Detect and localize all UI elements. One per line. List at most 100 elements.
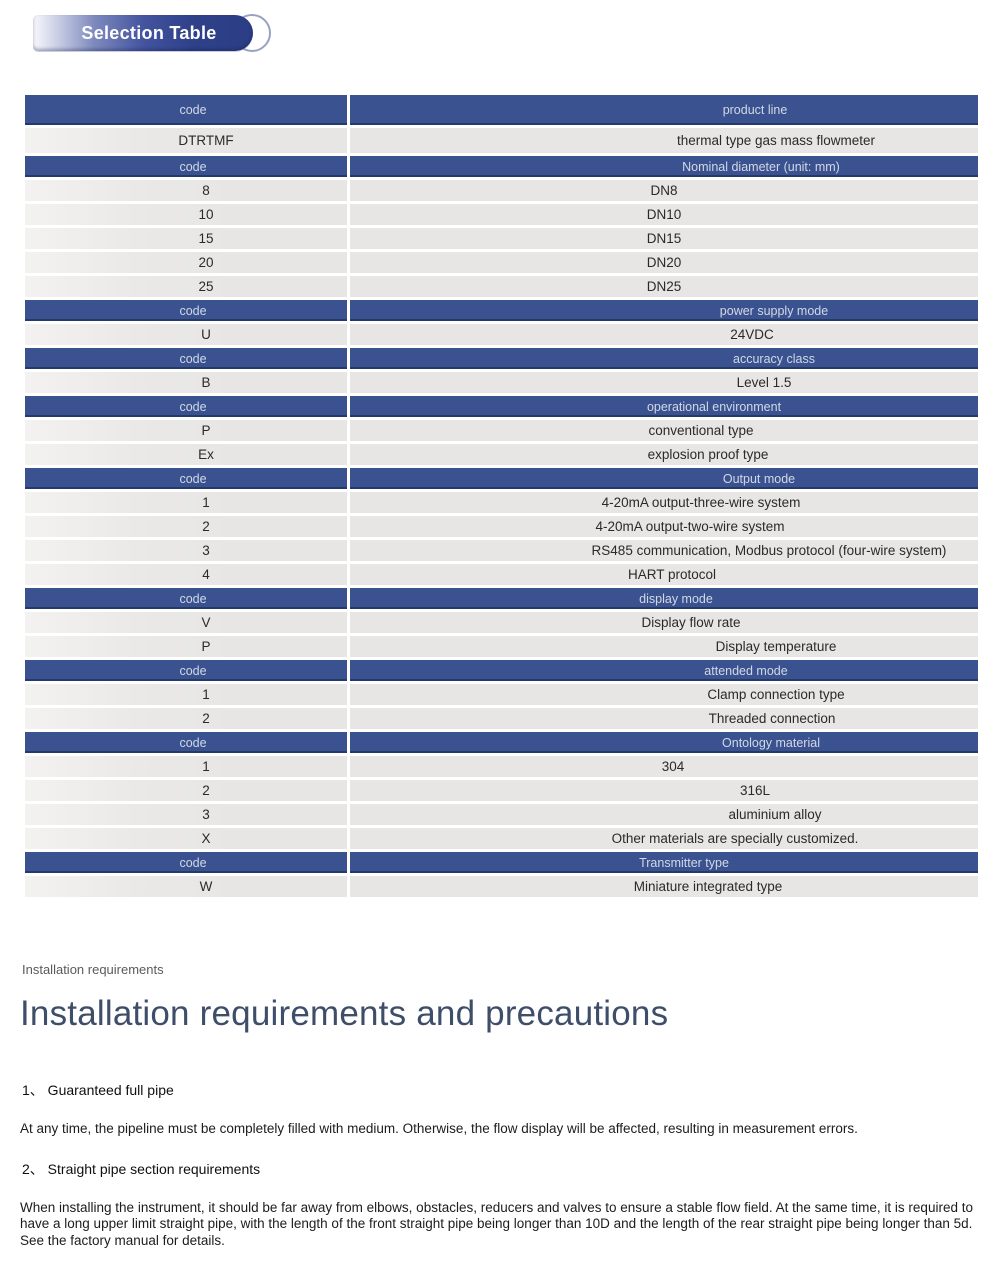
code-cell: P bbox=[25, 636, 350, 657]
code-cell: code bbox=[25, 348, 350, 369]
code-cell: code bbox=[25, 300, 350, 321]
item-body: When installing the instrument, it shoul… bbox=[20, 1199, 973, 1249]
item-heading: 1、 Guaranteed full pipe bbox=[22, 1082, 174, 1098]
code-cell: V bbox=[25, 612, 350, 633]
code-cell-text: code bbox=[179, 735, 207, 750]
value-cell-text: RS485 communication, Modbus protocol (fo… bbox=[591, 543, 947, 558]
code-cell: code bbox=[25, 660, 350, 681]
value-cell: Transmitter type bbox=[350, 852, 978, 873]
value-cell: display mode bbox=[350, 588, 978, 609]
table-data-row: 1 4-20mA output-three-wire system bbox=[25, 492, 978, 513]
code-cell: P bbox=[25, 420, 350, 441]
code-cell-text: code bbox=[179, 855, 207, 870]
value-cell: 4-20mA output-two-wire system bbox=[350, 516, 978, 537]
code-cell: code bbox=[25, 852, 350, 873]
value-cell: Output mode bbox=[350, 468, 978, 489]
code-cell: 2 bbox=[25, 780, 350, 801]
table-data-row: 3 RS485 communication, Modbus protocol (f… bbox=[25, 540, 978, 561]
code-cell-text: 25 bbox=[198, 279, 214, 294]
value-cell: DN25 bbox=[350, 276, 978, 297]
code-cell: X bbox=[25, 828, 350, 849]
item-body: At any time, the pipeline must be comple… bbox=[20, 1121, 858, 1136]
table-header-row: code Nominal diameter (unit: mm) bbox=[25, 156, 978, 177]
table-data-row: 1 304 bbox=[25, 756, 978, 777]
value-cell-text: Miniature integrated type bbox=[633, 879, 783, 894]
code-cell-text: 3 bbox=[202, 543, 210, 558]
value-cell: 304 bbox=[350, 756, 978, 777]
value-cell-text: attended mode bbox=[704, 663, 788, 678]
code-cell: 10 bbox=[25, 204, 350, 225]
value-cell: product line bbox=[350, 95, 978, 125]
code-cell: Ex bbox=[25, 444, 350, 465]
value-cell: accuracy class bbox=[350, 348, 978, 369]
code-cell-text: code bbox=[179, 351, 207, 366]
value-cell-text: Level 1.5 bbox=[736, 375, 792, 390]
value-cell-text: DN15 bbox=[646, 231, 682, 246]
value-cell-text: 304 bbox=[661, 759, 685, 774]
selection-table-badge: Selection Table bbox=[33, 14, 278, 56]
code-cell: code bbox=[25, 468, 350, 489]
value-cell-text: DN10 bbox=[646, 207, 682, 222]
value-cell-text: accuracy class bbox=[733, 351, 815, 366]
code-cell-text: P bbox=[201, 423, 211, 438]
value-cell-text: display mode bbox=[639, 591, 713, 606]
value-cell: DN8 bbox=[350, 180, 978, 201]
value-cell-text: 4-20mA output-three-wire system bbox=[601, 495, 801, 510]
code-cell: DTRTMF bbox=[25, 128, 350, 153]
selection-table: code product line DTRTMF thermal type gas m… bbox=[25, 95, 978, 900]
code-cell: 20 bbox=[25, 252, 350, 273]
code-cell: code bbox=[25, 732, 350, 753]
value-cell: DN15 bbox=[350, 228, 978, 249]
value-cell-text: Display flow rate bbox=[641, 615, 741, 630]
code-cell-text: 1 bbox=[202, 687, 210, 702]
code-cell-text: X bbox=[201, 831, 211, 846]
code-cell-text: code bbox=[179, 159, 207, 174]
code-cell: code bbox=[25, 588, 350, 609]
code-cell-text: V bbox=[201, 615, 211, 630]
table-data-row: 1 Clamp connection type bbox=[25, 684, 978, 705]
value-cell: 24VDC bbox=[350, 324, 978, 345]
table-header-row: code display mode bbox=[25, 588, 978, 609]
table-data-row: 25 DN25 bbox=[25, 276, 978, 297]
value-cell: explosion proof type bbox=[350, 444, 978, 465]
value-cell: conventional type bbox=[350, 420, 978, 441]
table-data-row: W Miniature integrated type bbox=[25, 876, 978, 897]
value-cell: Clamp connection type bbox=[350, 684, 978, 705]
table-header-row: code Transmitter type bbox=[25, 852, 978, 873]
code-cell-text: B bbox=[201, 375, 211, 390]
value-cell: Display flow rate bbox=[350, 612, 978, 633]
value-cell-text: operational environment bbox=[646, 399, 782, 414]
value-cell-text: 24VDC bbox=[730, 327, 774, 342]
value-cell: attended mode bbox=[350, 660, 978, 681]
value-cell-text: HART protocol bbox=[627, 567, 717, 582]
value-cell: Level 1.5 bbox=[350, 372, 978, 393]
code-cell-text: DTRTMF bbox=[178, 133, 234, 148]
code-cell: 1 bbox=[25, 492, 350, 513]
page-title: Installation requirements and precaution… bbox=[20, 994, 669, 1033]
code-cell: code bbox=[25, 396, 350, 417]
code-cell-text: 10 bbox=[198, 207, 214, 222]
table-data-row: X Other materials are specially customize… bbox=[25, 828, 978, 849]
table-data-row: P Display temperature bbox=[25, 636, 978, 657]
table-data-row: 20 DN20 bbox=[25, 252, 978, 273]
code-cell-text: 2 bbox=[202, 783, 210, 798]
table-data-row: 15 DN15 bbox=[25, 228, 978, 249]
table-header-row: code power supply mode bbox=[25, 300, 978, 321]
code-cell-text: 3 bbox=[202, 807, 210, 822]
value-cell: DN10 bbox=[350, 204, 978, 225]
badge-pill: Selection Table bbox=[33, 15, 253, 51]
table-data-row: 2 4-20mA output-two-wire system bbox=[25, 516, 978, 537]
value-cell-text: Output mode bbox=[722, 471, 796, 486]
code-cell-text: W bbox=[199, 879, 213, 894]
table-data-row: 10 DN10 bbox=[25, 204, 978, 225]
value-cell-text: conventional type bbox=[648, 423, 754, 438]
code-cell-text: code bbox=[179, 663, 207, 678]
code-cell-text: code bbox=[179, 399, 207, 414]
table-header-row: code Ontology material bbox=[25, 732, 978, 753]
value-cell-text: explosion proof type bbox=[647, 447, 769, 462]
value-cell: Nominal diameter (unit: mm) bbox=[350, 156, 978, 177]
value-cell: aluminium alloy bbox=[350, 804, 978, 825]
code-cell-text: 1 bbox=[202, 495, 210, 510]
code-cell-text: U bbox=[201, 327, 211, 342]
